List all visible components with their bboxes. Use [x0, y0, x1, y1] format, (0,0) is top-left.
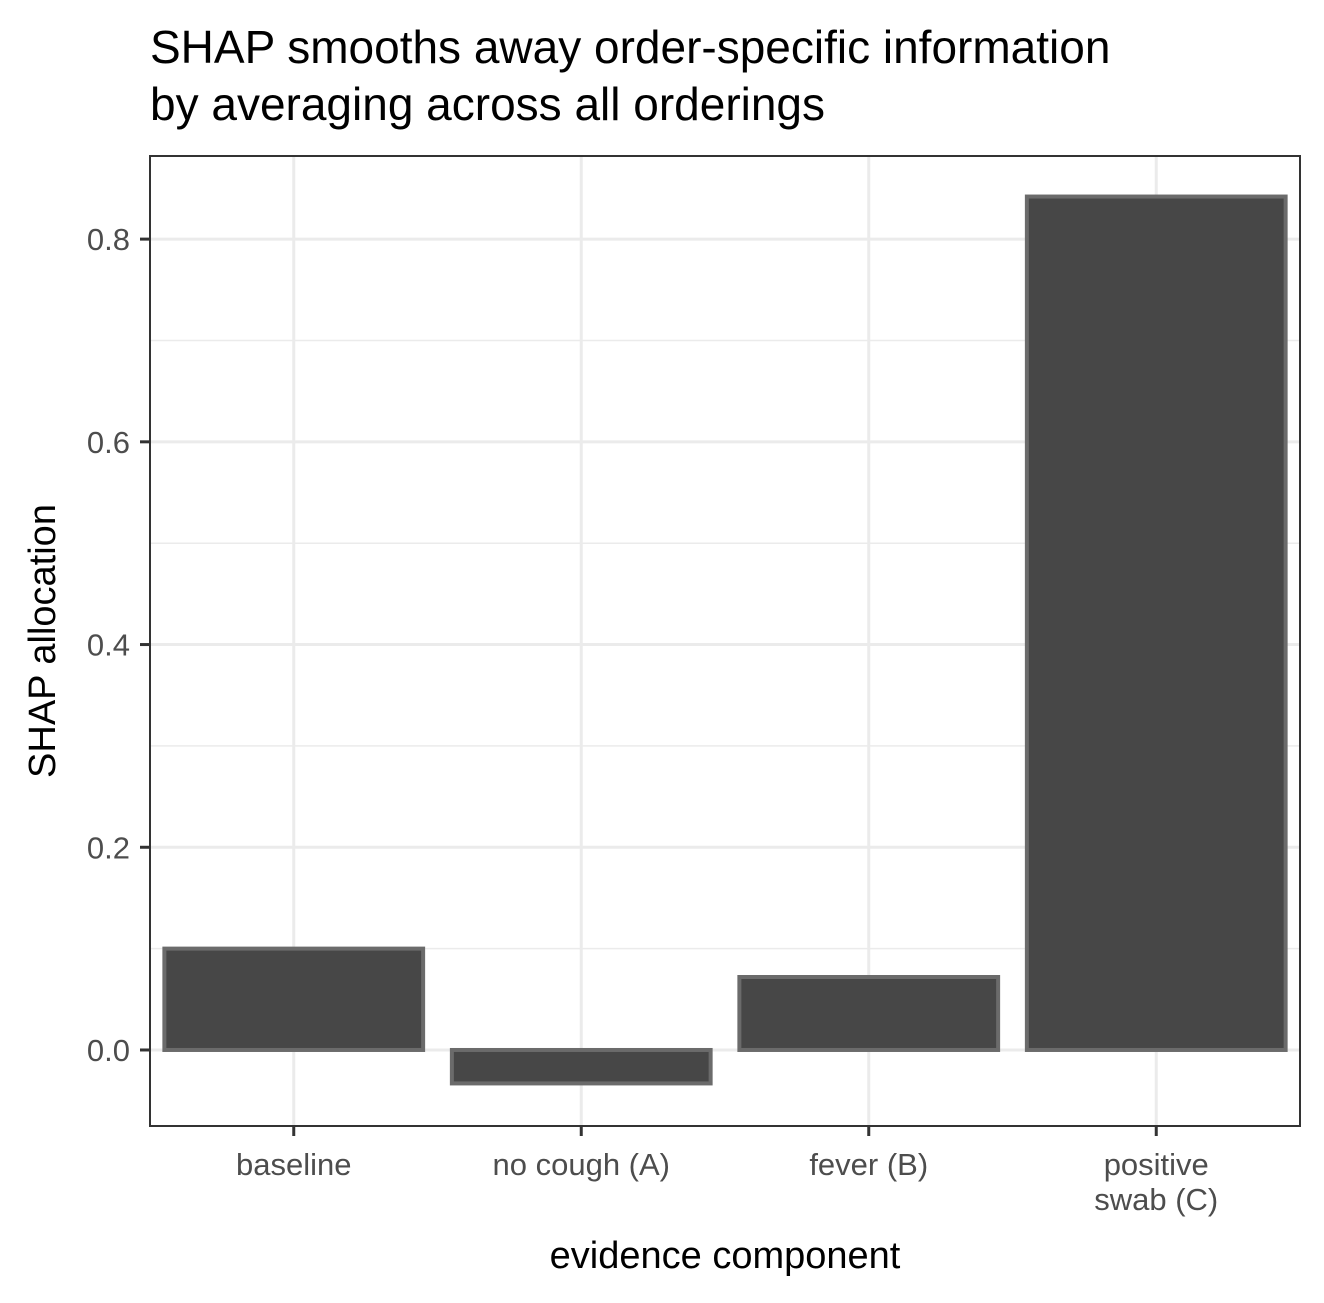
bar-3 [1024, 194, 1288, 1052]
bar-0 [162, 946, 426, 1052]
y-axis: 0.0 0.2 0.4 0.6 0.8 [87, 222, 150, 1068]
panel-border [149, 155, 1301, 1127]
y-tick-label: 0.0 [87, 1033, 130, 1068]
y-tick-label: 0.2 [87, 830, 130, 865]
x-tick-label: fever (B) [809, 1147, 928, 1182]
x-tick-label: no cough (A) [493, 1147, 671, 1182]
y-axis-title: SHAP allocation [22, 504, 64, 778]
chart-title-line-2: by averaging across all orderings [150, 78, 825, 130]
x-axis-title: evidence component [550, 1235, 901, 1277]
chart-title-line-1: SHAP smooths away order-specific informa… [150, 21, 1110, 73]
y-tick-label: 0.6 [87, 425, 130, 460]
bars [162, 194, 1288, 1086]
x-axis: baseline no cough (A) fever (B) positive swa… [236, 1126, 1218, 1217]
y-tick-label: 0.8 [87, 222, 130, 257]
x-tick-label: positive swab (C) [1094, 1147, 1218, 1217]
bar-1 [449, 1047, 713, 1086]
bar-2 [737, 975, 1001, 1052]
x-tick-label: baseline [236, 1147, 351, 1182]
y-tick-label: 0.4 [87, 628, 130, 663]
